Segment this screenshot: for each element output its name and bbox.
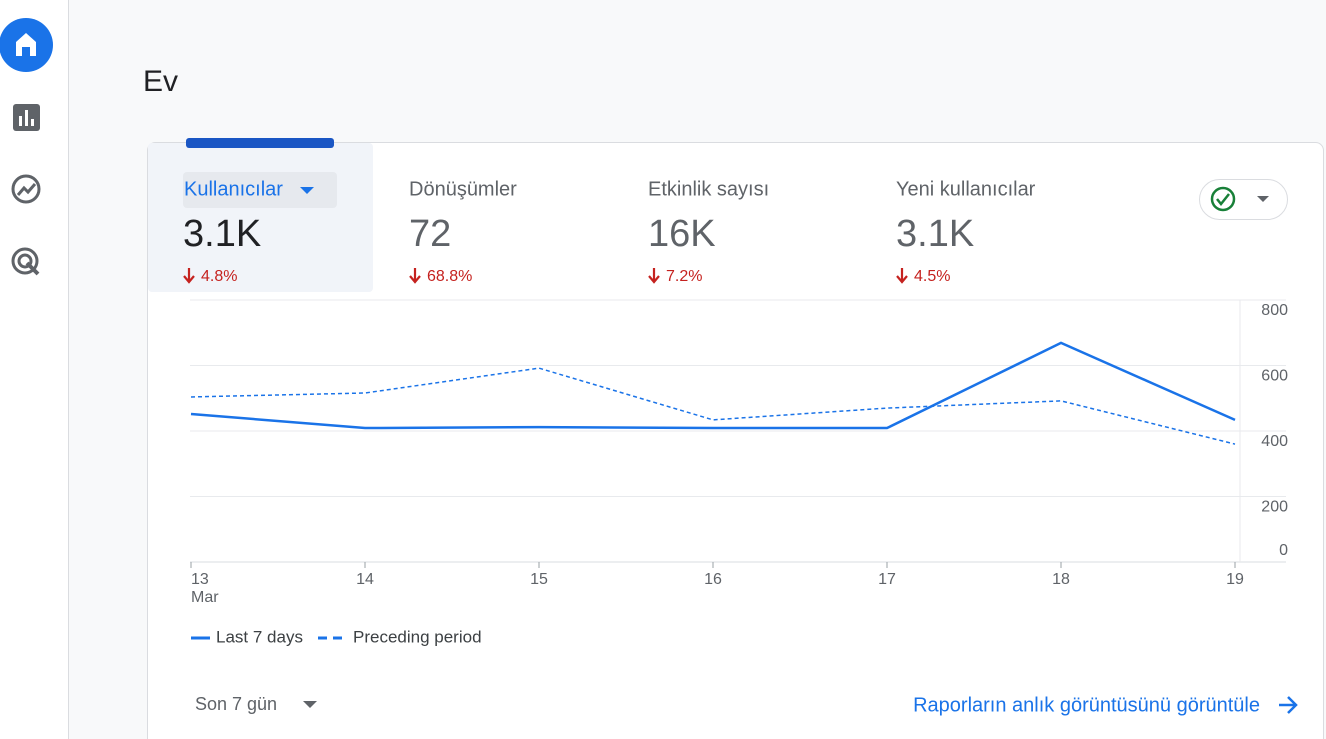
metric-value: 3.1K [896,213,974,255]
dropdown-arrow [300,187,314,194]
metric-name: Etkinlik sayısı [648,178,769,200]
x-tick-label: 13 [191,571,209,588]
x-tick-label: 15 [530,571,548,588]
y-tick-label: 200 [1261,499,1288,516]
y-tick-label: 400 [1261,433,1288,450]
metric-name: Dönüşümler [409,178,517,200]
metric-change: 4.5% [914,268,950,285]
metric-value: 3.1K [183,213,261,255]
card [147,142,1324,739]
advertising-icon[interactable] [11,247,40,276]
legend-label: Preceding period [353,627,482,646]
reports-icon[interactable] [13,104,40,131]
legend-label: Last 7 days [216,627,303,646]
metric-value: 72 [409,213,451,255]
down-arrow [648,268,660,284]
metric-change: 4.8% [201,268,237,285]
page-title: Ev [143,65,178,98]
status-chip[interactable] [1199,179,1288,220]
metric-selector[interactable] [183,172,337,208]
y-tick-label: 800 [1261,302,1288,319]
x-month-label: Mar [191,589,219,606]
series-line [190,341,1236,430]
link-arrow [1279,696,1298,714]
report-link[interactable]: Raporların anlık görüntüsünü görüntüle [913,694,1260,716]
x-tick-label: 14 [356,571,374,588]
x-tick-label: 17 [878,571,896,588]
metric-value: 16K [648,213,716,255]
down-arrow [183,268,195,284]
x-tick-label: 18 [1052,571,1070,588]
date-range[interactable]: Son 7 gün [195,694,277,714]
metric-change: 7.2% [666,268,702,285]
explore-icon[interactable] [11,174,41,204]
range-arrow [303,701,317,708]
down-arrow [896,268,908,284]
x-tick-label: 19 [1226,571,1244,588]
x-tick-label: 16 [704,571,722,588]
y-tick-label: 0 [1279,542,1288,559]
tab-indicator [186,138,334,148]
metric-name: Yeni kullanıcılar [896,178,1036,200]
metric-name: Kullanıcılar [184,178,283,200]
home-icon[interactable] [0,18,53,72]
y-tick-label: 600 [1261,368,1288,385]
metric-change: 68.8% [427,268,472,285]
down-arrow [409,268,421,284]
